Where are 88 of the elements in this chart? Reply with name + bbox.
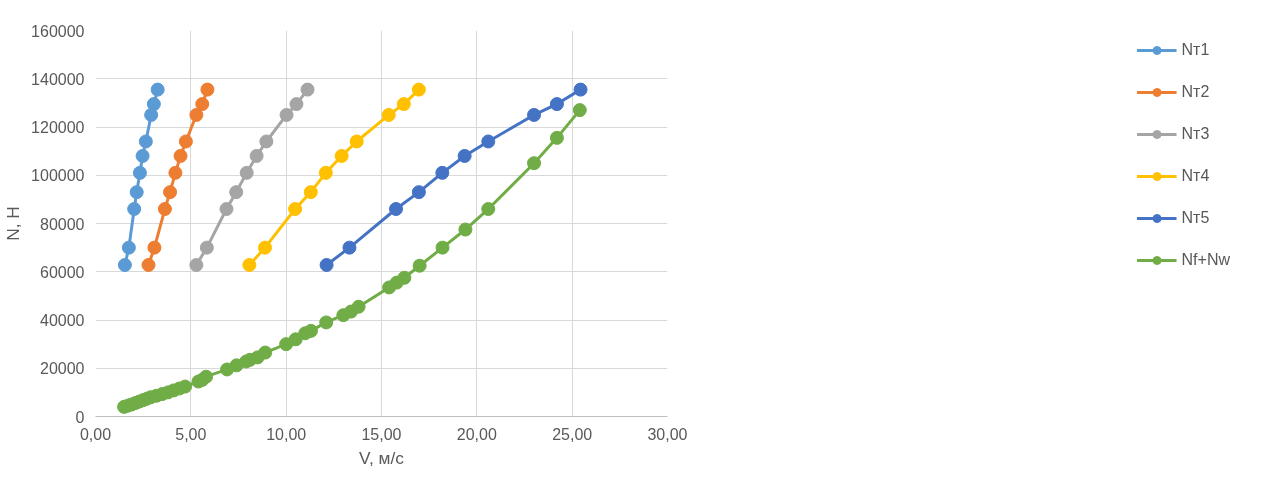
point <box>121 240 136 255</box>
x-tick-label: 30,00 <box>647 425 688 443</box>
point <box>381 107 396 122</box>
point <box>303 323 318 338</box>
legend-label: Nт2 <box>1181 83 1210 101</box>
point <box>195 97 210 112</box>
point <box>458 222 473 237</box>
point <box>239 165 254 180</box>
point <box>279 107 294 122</box>
point <box>303 185 318 200</box>
point <box>258 345 273 360</box>
point <box>397 270 412 285</box>
point <box>146 97 161 112</box>
point <box>300 82 315 97</box>
point <box>549 97 564 112</box>
point <box>178 134 193 149</box>
legend-label: Nт3 <box>1181 125 1210 143</box>
point <box>481 134 496 149</box>
point <box>289 97 304 112</box>
point <box>527 156 542 171</box>
point <box>199 240 214 255</box>
y-axis-title: N, Н <box>3 206 24 241</box>
point <box>388 202 403 217</box>
point <box>318 165 333 180</box>
y-tick-label: 120000 <box>31 119 85 136</box>
point <box>527 107 542 122</box>
x-tick-label: 25,00 <box>552 425 593 443</box>
point <box>396 97 411 112</box>
x-tick-label: 20,00 <box>456 425 497 443</box>
point <box>132 165 147 180</box>
point <box>351 299 366 314</box>
point <box>435 165 450 180</box>
x-axis-title: V, м/с <box>359 447 405 468</box>
point <box>435 240 450 255</box>
point <box>117 258 132 272</box>
legend-label: Nт5 <box>1181 209 1210 227</box>
point <box>200 82 215 97</box>
legend-label: Nт1 <box>1181 41 1210 59</box>
point <box>334 148 349 163</box>
point <box>242 258 257 272</box>
y-tick-label: 40000 <box>40 312 85 329</box>
point <box>412 258 427 273</box>
x-tick-label: 0,00 <box>79 425 112 443</box>
y-tick-label: 100000 <box>31 167 85 185</box>
legend-label: Nт4 <box>1181 167 1210 185</box>
x-tick-label: 5,00 <box>175 425 207 443</box>
point <box>163 185 178 200</box>
x-tick-label: 10,00 <box>266 425 307 443</box>
point <box>173 148 188 163</box>
y-tick-label: 20000 <box>40 360 85 378</box>
point <box>288 332 303 347</box>
point <box>349 134 364 149</box>
point <box>249 148 264 163</box>
point <box>157 202 172 217</box>
point <box>219 202 234 217</box>
x-tick-label: 15,00 <box>361 425 402 443</box>
point <box>457 148 472 163</box>
point <box>199 369 214 384</box>
point <box>189 258 204 272</box>
y-tick-label: 0 <box>75 408 85 426</box>
legend-label: Nf+Nw <box>1181 251 1230 269</box>
point <box>573 82 588 97</box>
point <box>138 134 153 149</box>
point <box>259 134 274 149</box>
point <box>147 240 162 255</box>
point <box>127 202 142 217</box>
point <box>481 202 496 217</box>
point <box>168 165 183 180</box>
y-tick-label: 80000 <box>40 215 85 233</box>
y-tick-label: 140000 <box>31 70 85 88</box>
point <box>319 315 334 330</box>
point <box>189 107 204 122</box>
point <box>342 240 357 255</box>
point <box>178 379 193 394</box>
point <box>229 185 244 200</box>
point <box>288 202 303 217</box>
point <box>411 185 426 200</box>
point <box>135 148 150 163</box>
point <box>549 130 564 145</box>
y-tick-label: 160000 <box>31 22 85 40</box>
point <box>258 240 272 255</box>
point <box>150 82 165 97</box>
point <box>141 258 156 272</box>
point <box>319 258 334 272</box>
point <box>129 185 144 200</box>
point <box>411 82 426 97</box>
y-tick-label: 60000 <box>40 263 85 281</box>
point <box>572 103 587 118</box>
